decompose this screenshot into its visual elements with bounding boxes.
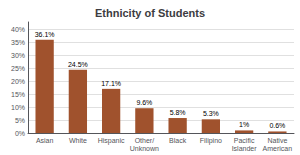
svg-text:20%: 20% — [11, 78, 25, 85]
svg-text:Pacific: Pacific — [234, 137, 255, 144]
svg-text:35%: 35% — [11, 39, 25, 46]
svg-text:Unknown: Unknown — [130, 145, 159, 152]
svg-text:Islander: Islander — [232, 145, 258, 152]
svg-text:Other/: Other/ — [135, 137, 155, 144]
svg-text:0%: 0% — [15, 130, 25, 137]
svg-text:36.1%: 36.1% — [35, 31, 55, 38]
svg-text:30%: 30% — [11, 52, 25, 59]
svg-text:White: White — [69, 137, 87, 144]
svg-text:Black: Black — [169, 137, 187, 144]
svg-text:Filipino: Filipino — [200, 137, 222, 145]
svg-text:5%: 5% — [15, 117, 25, 124]
svg-text:Hispanic: Hispanic — [98, 137, 125, 145]
svg-text:Asian: Asian — [36, 137, 54, 144]
svg-text:Native: Native — [267, 137, 287, 144]
svg-text:American: American — [263, 145, 293, 152]
svg-text:9.6%: 9.6% — [136, 99, 152, 106]
svg-text:17.1%: 17.1% — [101, 80, 121, 87]
svg-text:15%: 15% — [11, 91, 25, 98]
svg-text:Ethnicity of Students: Ethnicity of Students — [95, 7, 205, 19]
svg-text:24.5%: 24.5% — [68, 61, 88, 68]
svg-text:25%: 25% — [11, 65, 25, 72]
svg-text:0.6%: 0.6% — [269, 122, 285, 129]
svg-text:5.3%: 5.3% — [203, 110, 219, 117]
svg-text:5.8%: 5.8% — [170, 109, 186, 116]
svg-text:40%: 40% — [11, 26, 25, 33]
svg-text:10%: 10% — [11, 104, 25, 111]
svg-text:1%: 1% — [239, 121, 249, 128]
